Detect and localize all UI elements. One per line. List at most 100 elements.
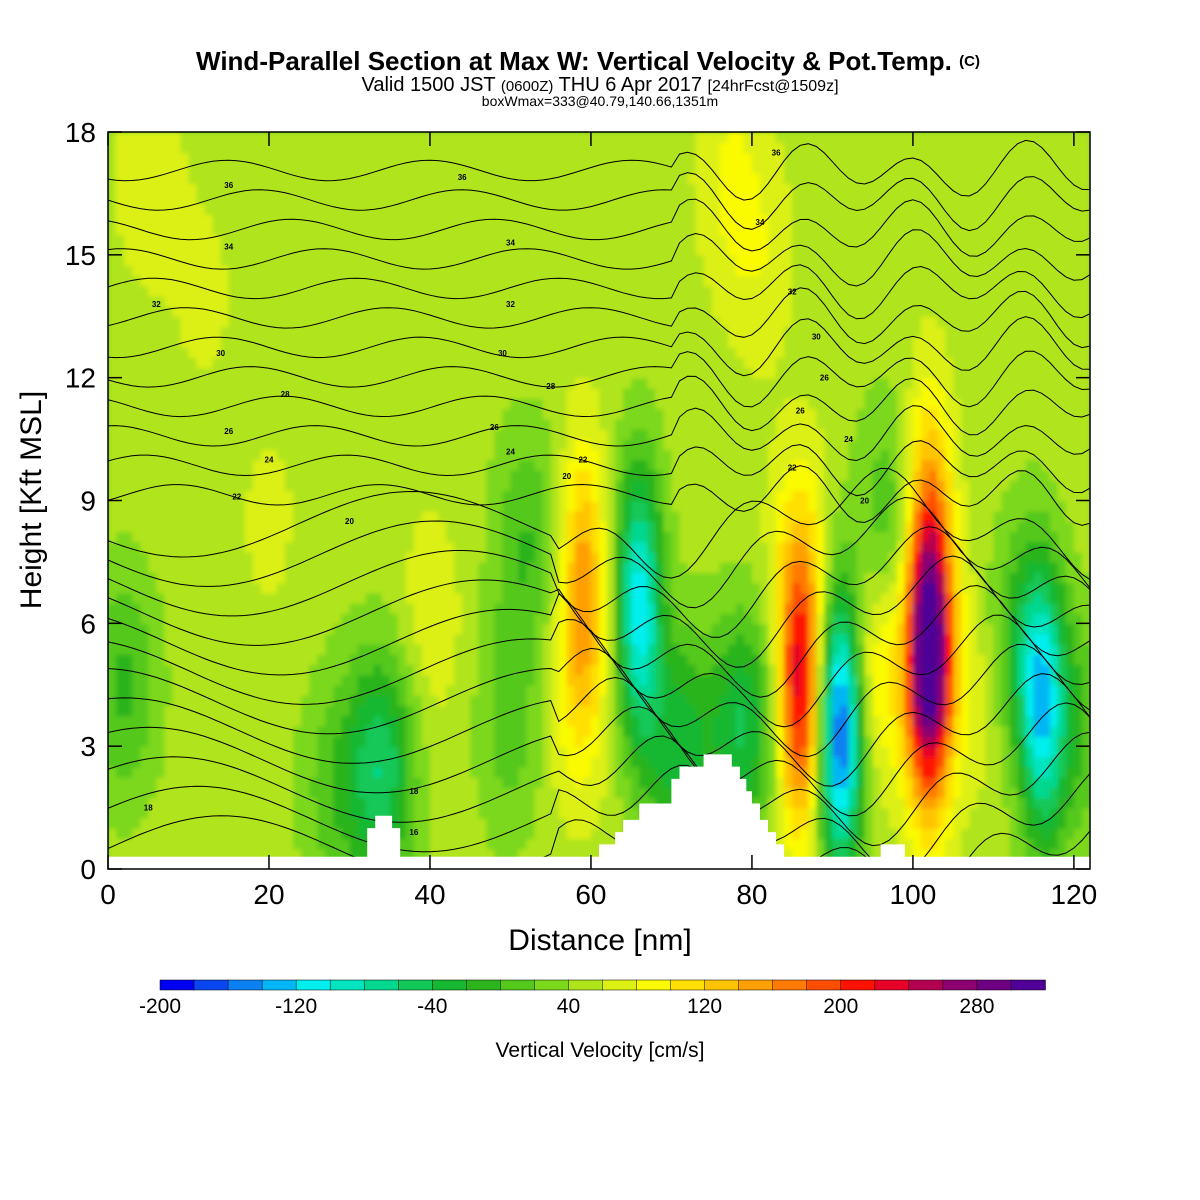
w-cell [582,797,592,809]
w-cell [518,797,528,809]
w-cell [615,346,624,358]
w-cell [196,306,206,318]
w-cell [574,735,584,747]
w-cell [212,480,222,492]
w-cell [196,664,206,676]
w-cell [454,654,463,666]
w-cell [204,520,214,533]
w-cell [534,551,544,563]
w-cell [502,469,512,481]
w-cell [172,244,182,256]
w-cell [429,418,439,430]
w-cell [116,254,125,266]
w-cell [389,654,399,666]
w-cell [228,664,238,676]
w-cell [212,756,222,768]
w-cell [470,428,480,440]
w-cell [454,705,463,717]
w-cell [309,142,319,154]
w-cell [268,336,278,348]
w-cell [405,643,415,655]
w-cell [333,152,343,164]
w-cell [357,254,367,266]
w-cell [574,428,584,440]
w-cell [566,172,576,184]
w-cell [220,623,230,635]
w-cell [140,224,150,236]
w-cell [365,490,375,502]
w-cell [309,602,319,614]
w-cell [631,162,641,174]
w-cell [244,224,254,236]
w-cell [228,797,238,809]
w-cell [526,254,536,266]
w-cell [180,848,190,860]
w-cell [196,132,206,144]
w-cell [381,715,391,727]
w-cell [365,480,375,492]
w-cell [373,684,383,696]
w-cell [526,183,536,195]
w-cell [325,152,335,164]
w-cell [301,285,311,297]
w-cell [405,500,415,512]
w-cell [615,295,624,307]
w-cell [156,541,166,553]
w-cell [486,449,496,461]
w-cell [534,787,544,799]
w-cell [478,439,488,451]
w-cell [639,142,649,154]
w-cell [140,265,150,277]
w-cell [124,346,133,358]
w-cell [381,152,391,164]
w-cell [365,316,375,328]
w-cell [108,684,117,696]
w-cell [277,735,286,747]
w-cell [277,439,286,451]
w-cell [542,807,552,819]
w-cell [582,418,592,430]
w-cell [397,561,407,573]
w-cell [631,787,641,799]
w-cell [446,398,455,410]
w-cell [582,469,592,481]
w-cell [510,326,520,338]
w-cell [462,664,472,676]
w-cell [429,234,439,246]
w-cell [108,152,117,164]
w-cell [599,828,608,840]
w-cell [647,572,657,584]
w-cell [470,449,480,461]
w-cell [518,336,528,348]
w-cell [309,336,319,348]
w-cell [212,582,222,594]
w-cell [260,520,270,533]
w-cell [462,285,472,297]
w-cell [534,480,544,492]
w-cell [599,316,608,328]
w-cell [639,408,649,420]
w-cell [212,193,222,205]
w-cell [236,346,246,358]
w-cell [164,132,174,144]
w-cell [108,224,117,236]
w-cell [599,551,608,563]
w-cell [502,520,512,533]
w-cell [574,838,584,850]
w-cell [108,377,117,389]
w-cell [188,295,198,307]
w-cell [607,316,616,328]
w-cell [277,428,286,440]
w-cell [140,787,150,799]
w-cell [438,132,447,144]
w-cell [341,428,351,440]
w-cell [268,572,278,584]
w-cell [325,326,335,338]
w-cell [268,510,278,522]
w-cell [301,357,311,369]
w-cell [260,643,270,655]
w-cell [236,500,246,512]
w-cell [518,715,528,727]
w-cell [655,398,665,410]
w-cell [236,572,246,584]
